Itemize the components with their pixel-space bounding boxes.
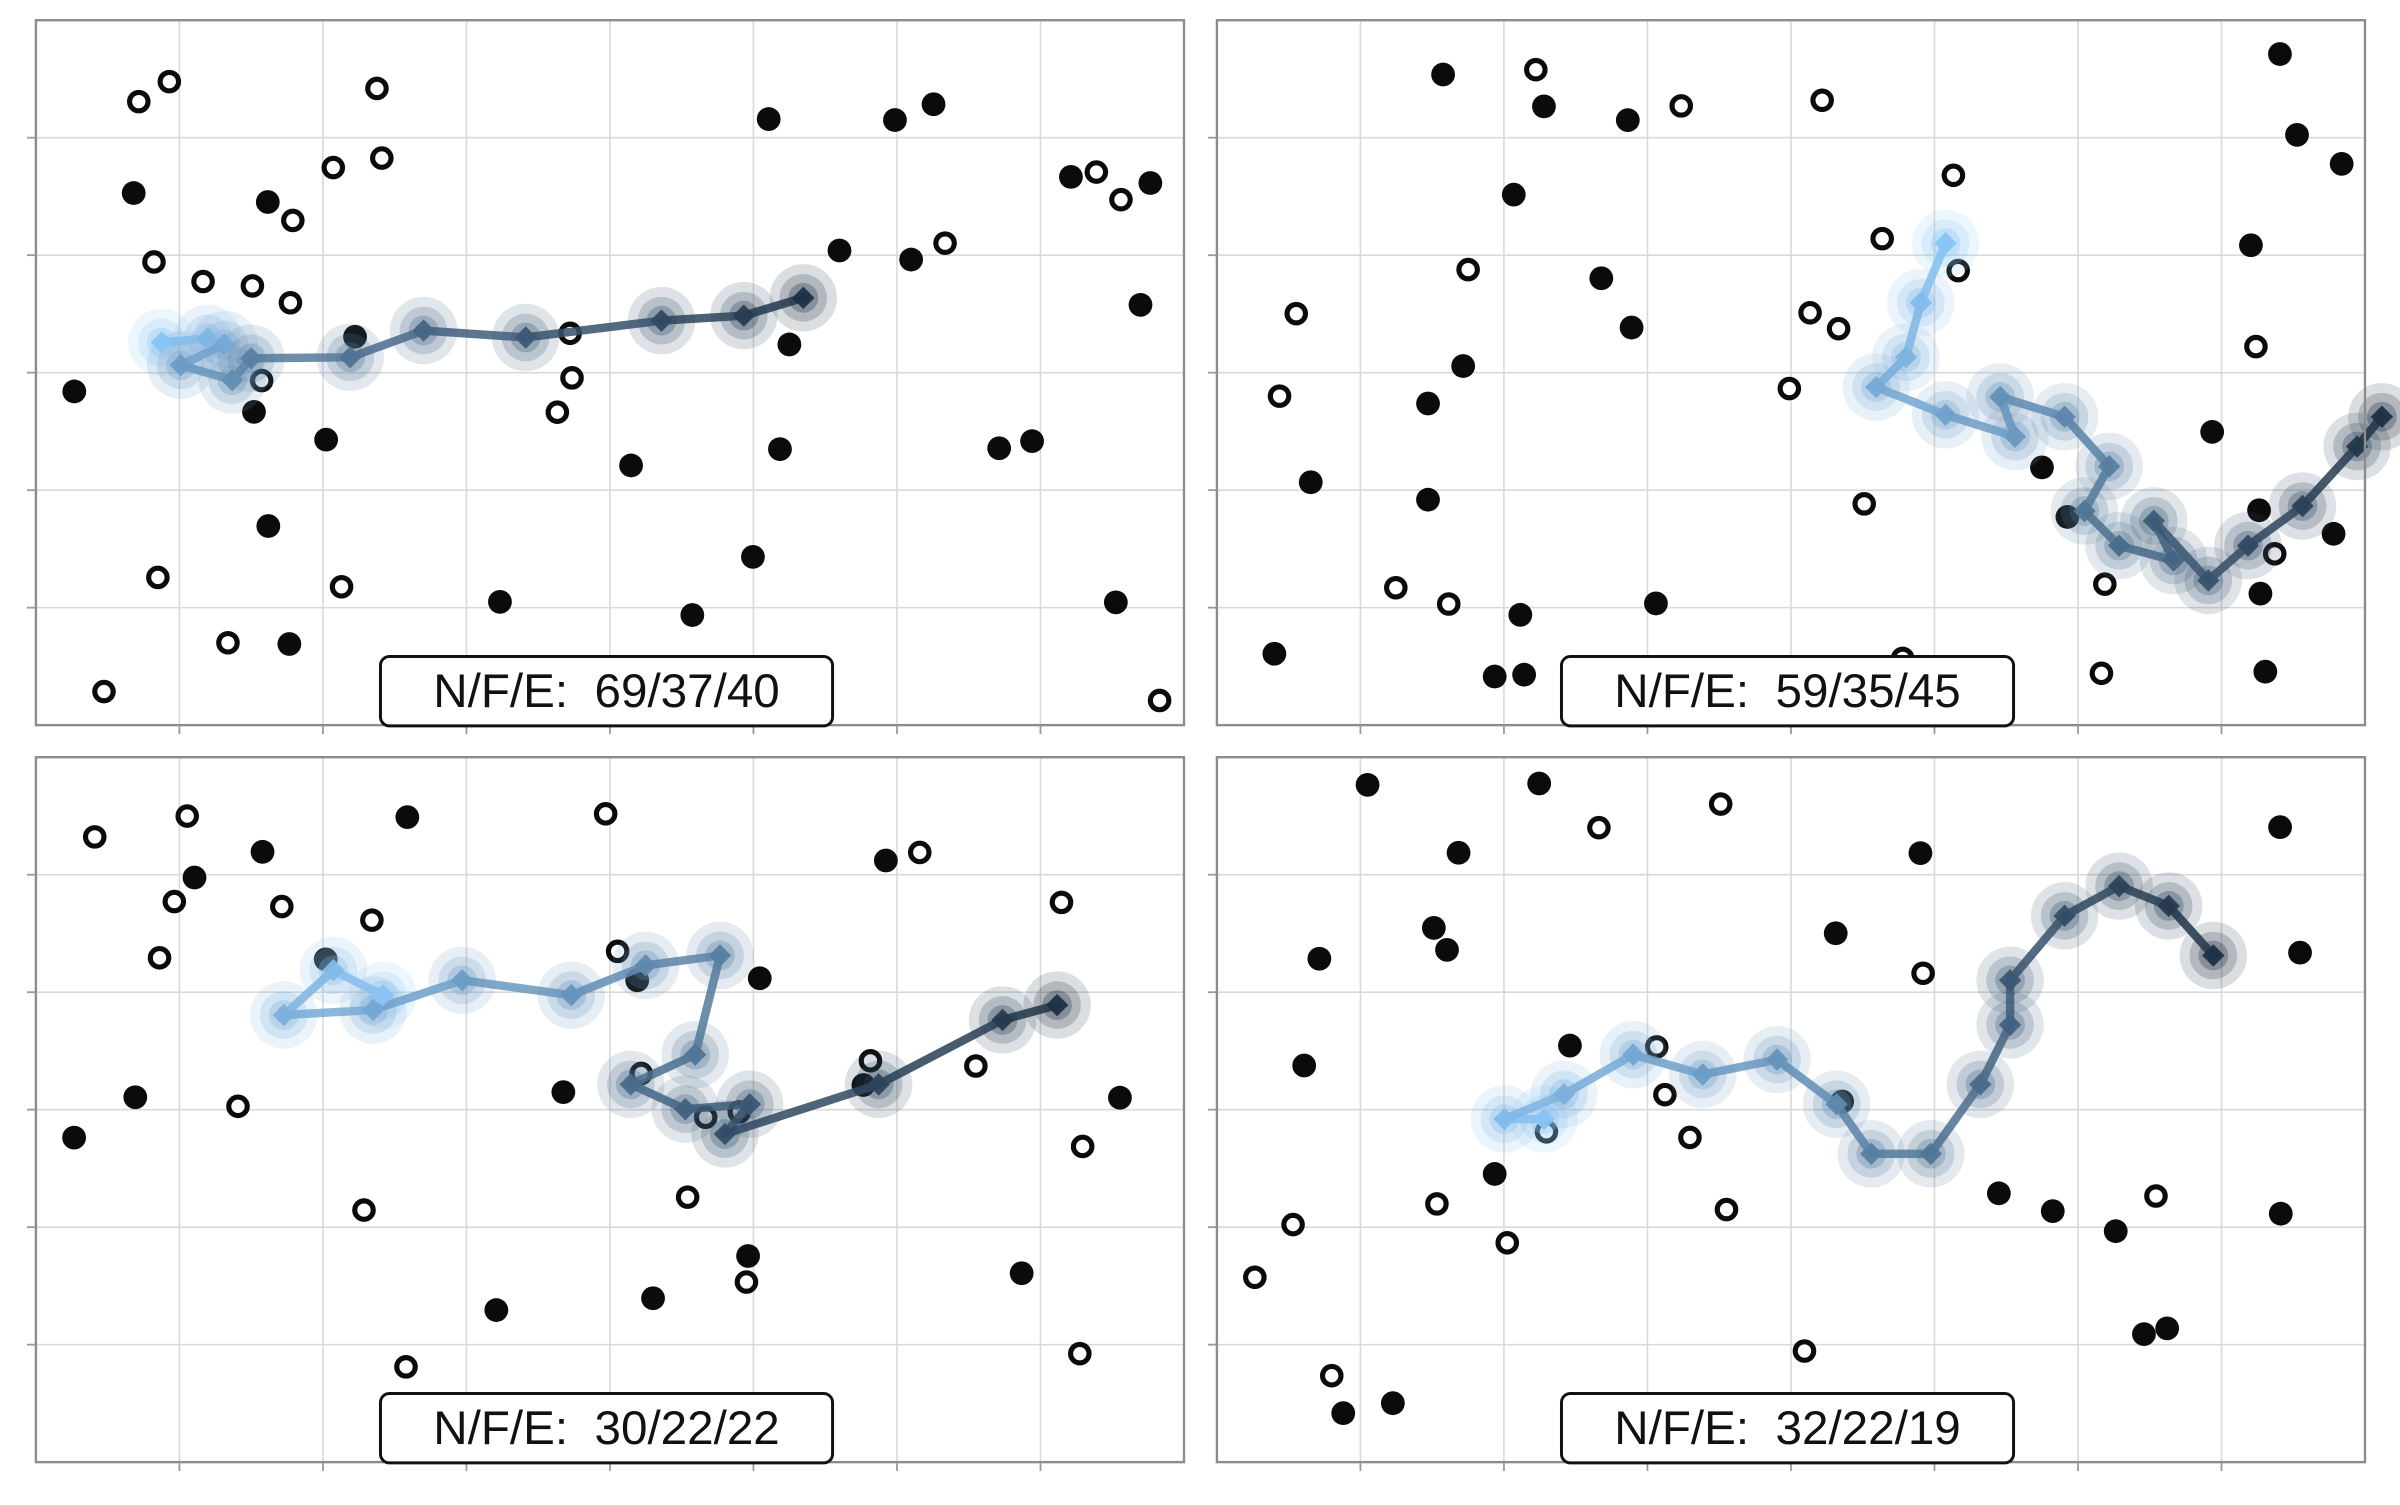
svg-text:N/F/E: 59/35/45: N/F/E: 59/35/45 (1614, 665, 1960, 718)
svg-text:N/F/E: 30/22/22: N/F/E: 30/22/22 (433, 1402, 779, 1455)
svg-text:N/F/E: 32/22/19: N/F/E: 32/22/19 (1614, 1402, 1960, 1455)
svg-text:N/F/E: 69/37/40: N/F/E: 69/37/40 (433, 665, 779, 718)
